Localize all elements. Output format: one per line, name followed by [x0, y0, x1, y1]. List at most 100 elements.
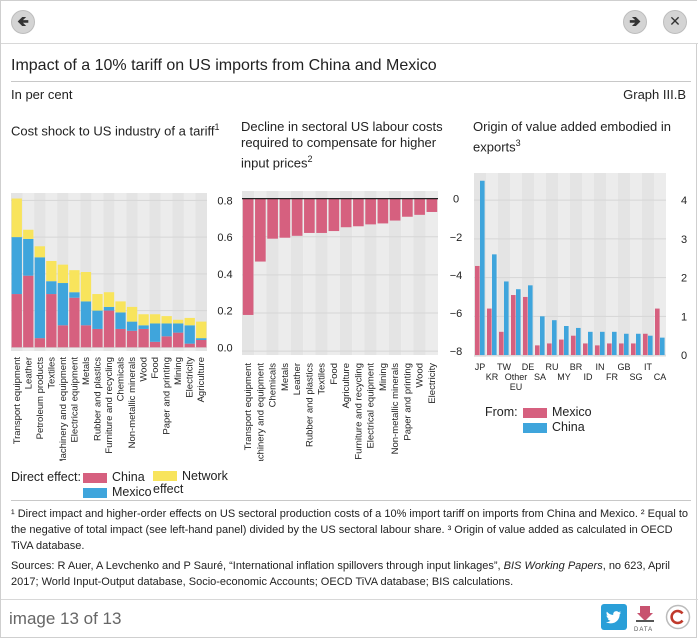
bar-china-tw	[504, 281, 509, 356]
bar-china-gb	[624, 333, 629, 356]
sources: Sources: R Auer, A Levchenko and P Sauré…	[11, 558, 689, 590]
bar-network-effect-electricity	[184, 317, 195, 326]
x-tick-label: Electricity	[427, 363, 438, 404]
bar-furniture-and-recycling	[353, 198, 364, 227]
x-tick-label: Furniture and recycling	[104, 357, 115, 454]
twitter-icon[interactable]	[601, 604, 627, 630]
legend3-china: China	[523, 420, 585, 434]
column-band	[594, 173, 606, 357]
bar-mexico-kr	[487, 308, 492, 356]
graph-number: Graph III.B	[623, 87, 686, 102]
bar-mexico-sa	[535, 345, 540, 356]
legend3-mexico: Mexico	[523, 405, 592, 419]
bar-mexico-gb	[619, 343, 624, 356]
bar-non-metallic-minerals	[389, 198, 401, 221]
column-band	[172, 193, 184, 351]
bar-network-effect-food	[149, 314, 161, 324]
column-band	[137, 193, 150, 351]
bar-mexico-textiles	[46, 281, 57, 295]
bar-china-food	[149, 341, 161, 348]
bar-china-leather	[23, 275, 34, 348]
bar-metals	[279, 198, 291, 238]
bar-mexico-fr	[607, 343, 612, 356]
bar-network-effect-petroleum-products	[34, 246, 45, 258]
bar-network-effect-leather	[23, 229, 34, 239]
column-band	[425, 191, 438, 355]
bar-agriculture	[340, 198, 352, 228]
legend-china: China	[83, 470, 145, 484]
column-band	[376, 191, 389, 355]
x-tick-label: CA	[654, 372, 667, 382]
x-tick-label: Electrical equipment	[366, 363, 377, 449]
x-tick-label: Furniture and recycling	[353, 363, 364, 460]
x-tick-label: GB	[617, 362, 630, 372]
column-band	[103, 193, 115, 351]
bar-mexico-electrical-equipment	[69, 292, 80, 298]
bar-mexico-furniture-and-recycling	[103, 306, 115, 311]
sources-prefix: Sources: R Auer, A Levchenko and P Sauré…	[11, 560, 504, 572]
bar-china-fr	[612, 331, 617, 356]
bar-mexico-metals	[80, 301, 92, 326]
close-icon[interactable]: ✕	[663, 10, 687, 34]
x-tick-label: Agriculture	[196, 357, 207, 402]
china-swatch-3	[523, 422, 547, 433]
y-tick-label: 0.8	[217, 195, 232, 207]
prev-arrow-icon[interactable]: 🡸	[11, 10, 35, 34]
column-band	[91, 193, 104, 351]
bar-wood	[414, 198, 425, 215]
bar-china-my	[564, 326, 569, 356]
x-tick-label: Non-metallic minerals	[390, 363, 401, 455]
bar-chemicals	[267, 198, 278, 239]
y-tick-label: 0.0	[217, 342, 232, 354]
bar-mexico-sg	[631, 343, 636, 356]
bar-china-br	[576, 327, 581, 356]
bar-china-transport-equipment	[11, 294, 22, 348]
y-tick-label: −8	[450, 346, 463, 358]
data-icon-label: DATA	[634, 627, 654, 633]
bar-china-electricity	[184, 343, 195, 348]
data-download-icon[interactable]	[633, 604, 657, 630]
bar-network-effect-rubber-and-plastics	[92, 294, 103, 311]
bar-mining	[377, 198, 389, 224]
y-tick-label: 1	[681, 311, 687, 323]
bar-china-sa	[540, 316, 545, 356]
column-band	[546, 173, 558, 357]
x-tick-label: Paper and printing	[162, 357, 173, 435]
bar-mexico-id	[583, 343, 588, 356]
x-tick-label: Mining	[173, 357, 184, 385]
x-tick-label: Rubber and plastics	[304, 363, 315, 447]
y-tick-label: −4	[450, 270, 463, 282]
bottom-bar: image 13 of 13 DATA	[1, 599, 698, 640]
x-tick-label: Mining	[378, 363, 389, 391]
x-tick-label: KR	[486, 372, 499, 382]
x-tick-label: Electricity	[185, 357, 196, 398]
x-tick-label: Leather	[292, 363, 303, 395]
bar-china-paper-and-printing	[161, 336, 172, 348]
x-tick-label: JP	[475, 362, 486, 372]
column-band	[352, 191, 365, 355]
x-tick-label: Machinery and equipment	[255, 363, 266, 461]
x-tick-label: Non-metallic minerals	[127, 357, 138, 449]
x-tick-label: Textiles	[46, 357, 57, 389]
column-band	[582, 173, 594, 357]
copyright-icon[interactable]	[665, 604, 691, 630]
bar-mexico-petroleum-products	[34, 257, 45, 339]
bar-china-chemicals	[115, 328, 126, 348]
y-tick-label: 0.6	[217, 232, 232, 244]
bar-mexico-leather	[23, 238, 34, 276]
column-band	[114, 193, 127, 351]
mexico-swatch	[83, 487, 107, 498]
bar-mexico-ru	[547, 343, 552, 356]
legend-mexico: Mexico	[83, 485, 152, 499]
next-arrow-icon[interactable]: 🡺	[623, 10, 647, 34]
bar-electrical-equipment	[365, 198, 376, 225]
bar-china-wood	[138, 328, 149, 348]
sources-suffix: , no 623, April 2017; World Input-Output…	[11, 560, 670, 588]
bar-mexico-other-eu	[511, 295, 516, 356]
x-tick-label: Electrical equipment	[69, 357, 80, 443]
bar-china-textiles	[46, 294, 57, 348]
x-tick-label: Chemicals	[268, 363, 279, 408]
bar-mexico-tw	[499, 331, 504, 356]
x-tick-label: Wood	[415, 363, 426, 388]
bar-mexico-non-metallic-minerals	[126, 321, 138, 331]
